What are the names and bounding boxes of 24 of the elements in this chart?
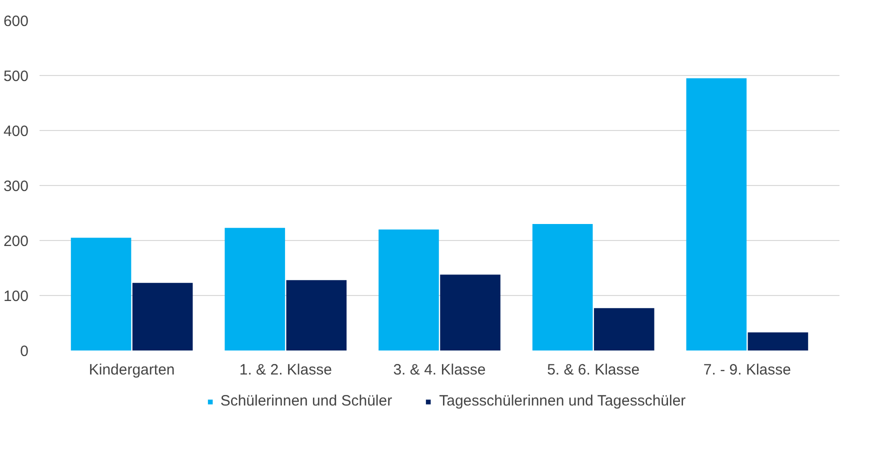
y-tick-label: 500	[3, 68, 29, 85]
bar	[224, 228, 286, 350]
x-tick-label: 7. - 9. Klasse	[703, 362, 791, 378]
y-tick-label: 400	[3, 123, 29, 140]
y-tick-label: 100	[3, 288, 29, 305]
bar	[686, 78, 747, 350]
bar	[286, 280, 347, 350]
legend-label: Schülerinnen und Schüler	[220, 392, 392, 410]
bar	[132, 282, 193, 350]
legend-label: Tagesschülerinnen und Tagesschüler	[439, 392, 686, 410]
bar	[594, 308, 654, 350]
x-tick-label: 3. & 4. Klasse	[393, 362, 486, 378]
bar	[440, 274, 500, 350]
bar	[748, 332, 808, 350]
y-tick-label: 600	[3, 13, 29, 30]
bar	[532, 224, 593, 350]
bar	[378, 230, 439, 350]
x-tick-label: Kindergarten	[88, 362, 175, 378]
bar	[70, 238, 132, 350]
y-tick-label: 0	[20, 343, 28, 360]
y-tick-label: 300	[3, 178, 29, 195]
x-tick-label: 1. & 2. Klasse	[239, 362, 332, 378]
y-tick-label: 200	[3, 233, 29, 250]
x-tick-label: 5. & 6. Klasse	[547, 362, 640, 378]
